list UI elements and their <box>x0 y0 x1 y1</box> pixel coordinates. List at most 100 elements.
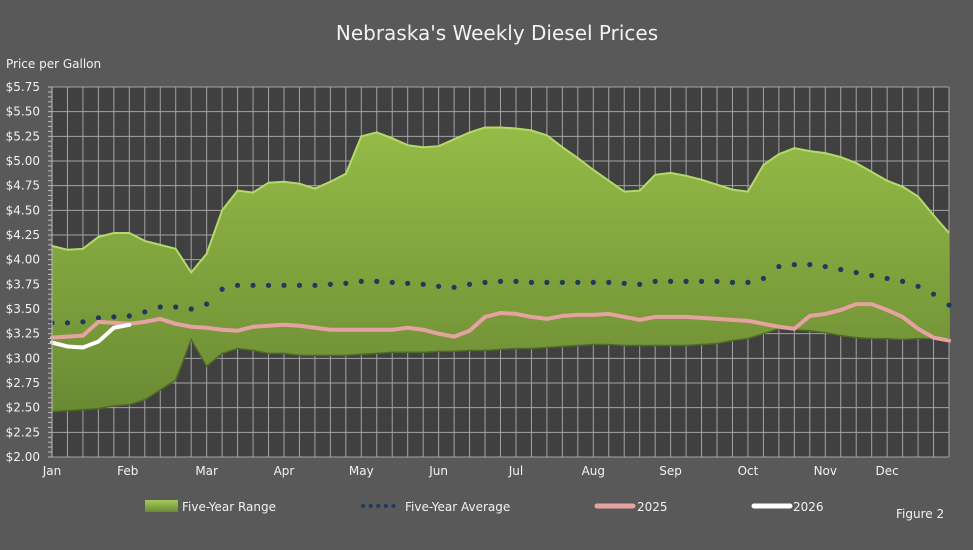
x-tick-label-dec: Dec <box>876 464 899 478</box>
five-year-average-point <box>853 269 859 276</box>
y-tick-label: $2.50 <box>6 401 40 415</box>
y-tick-label: $2.75 <box>6 376 40 390</box>
five-year-average-point <box>698 278 705 284</box>
five-year-average-point <box>683 278 689 284</box>
five-year-average-point <box>791 262 797 268</box>
five-year-average-point <box>142 309 148 315</box>
five-year-average-point <box>513 278 519 284</box>
five-year-average-point <box>946 302 952 308</box>
figure-label: Figure 2 <box>896 507 944 521</box>
legend-item-five-year-average: Five-Year Average <box>361 500 510 514</box>
five-year-average-point <box>281 282 287 288</box>
legend-item-2026: 2026 <box>751 500 824 514</box>
chart-title: Nebraska's Weekly Diesel Prices <box>336 21 658 45</box>
x-tick-label-jul: Jul <box>508 464 523 478</box>
x-tick-label-jun: Jun <box>428 464 448 478</box>
five-year-average-point <box>714 278 720 284</box>
y-tick-label: $5.50 <box>6 105 40 119</box>
x-tick-label-nov: Nov <box>814 464 837 478</box>
five-year-average-point <box>807 262 813 268</box>
five-year-average-point <box>126 313 132 319</box>
five-year-average-point <box>374 278 380 284</box>
y-tick-label: $5.00 <box>6 154 40 168</box>
five-year-average-point <box>838 266 844 273</box>
five-year-average-point <box>915 283 921 289</box>
five-year-range-high-edge <box>51 126 950 275</box>
x-tick-label-mar: Mar <box>195 464 218 478</box>
series-marks <box>49 126 952 413</box>
five-year-average-point <box>930 291 937 297</box>
five-year-average-point <box>111 314 117 320</box>
legend-swatch-range <box>145 500 178 512</box>
y-tick-label: $3.25 <box>6 327 40 341</box>
five-year-average-point <box>95 315 101 321</box>
x-tick-label-oct: Oct <box>738 464 759 478</box>
y-tick-label: $4.00 <box>6 253 40 267</box>
five-year-average-point <box>900 278 906 284</box>
five-year-average-point <box>606 279 612 285</box>
y-tick-label: $4.50 <box>6 203 40 217</box>
five-year-average-point <box>482 279 488 285</box>
five-year-average-point <box>420 281 426 287</box>
legend-label: 2026 <box>793 500 824 514</box>
y-tick-label: $4.75 <box>6 179 40 193</box>
five-year-average-point <box>80 319 86 325</box>
five-year-average-point <box>497 278 504 284</box>
five-year-average-point <box>451 284 457 290</box>
five-year-range-low-edge <box>51 327 949 413</box>
series-line-2026 <box>50 322 132 350</box>
five-year-average-point <box>544 279 550 285</box>
five-year-average-point <box>884 275 890 282</box>
five-year-average-point <box>466 281 473 287</box>
y-tick-label: $2.00 <box>6 450 40 464</box>
five-year-average-point <box>745 279 751 285</box>
five-year-average-point <box>621 280 627 286</box>
legend-item-five-year-range: Five-Year Range <box>145 500 276 514</box>
five-year-average-point <box>590 279 596 285</box>
five-year-average-point <box>652 278 658 284</box>
five-year-average-point <box>668 278 674 284</box>
five-year-average-point <box>436 283 442 289</box>
y-tick-label: $2.25 <box>6 425 40 439</box>
y-tick-label: $4.25 <box>6 228 40 242</box>
five-year-average-point <box>760 275 767 282</box>
five-year-average-point <box>405 280 411 286</box>
x-tick-label-jan: Jan <box>42 464 62 478</box>
five-year-average-point <box>575 279 581 285</box>
y-tick-label: $3.75 <box>6 277 40 291</box>
legend-label: 2025 <box>637 500 668 514</box>
five-year-average-point <box>776 263 782 270</box>
x-tick-label-apr: Apr <box>274 464 295 478</box>
five-year-average-point <box>188 306 194 312</box>
x-tick-label-aug: Aug <box>582 464 605 478</box>
five-year-average-point <box>637 281 643 287</box>
five-year-average-point <box>312 282 318 288</box>
five-year-average-point <box>64 320 71 326</box>
five-year-average-point <box>559 279 565 285</box>
legend: Five-Year Range Five-Year Average 2025 2… <box>145 500 824 514</box>
legend-label: Five-Year Range <box>182 500 276 514</box>
five-year-average-point <box>234 282 241 288</box>
five-year-average-point <box>219 286 225 292</box>
five-year-average-point <box>343 280 349 286</box>
five-year-range-area <box>52 127 949 412</box>
five-year-average-point <box>296 282 303 288</box>
five-year-average-point <box>729 279 736 285</box>
five-year-average-point <box>822 263 828 270</box>
five-year-average-point <box>265 282 272 288</box>
legend-label: Five-Year Average <box>405 500 510 514</box>
y-tick-label: $5.25 <box>6 129 40 143</box>
five-year-average-point <box>250 282 256 288</box>
legend-item-2025: 2025 <box>594 500 668 514</box>
five-year-average-point <box>204 301 210 307</box>
five-year-average-point <box>528 279 535 285</box>
five-year-average-point <box>389 279 395 285</box>
five-year-average-point <box>869 272 875 279</box>
five-year-average-point <box>358 278 364 284</box>
y-tick-label: $5.75 <box>6 80 40 94</box>
y-axis-label: Price per Gallon <box>6 57 101 71</box>
x-tick-label-may: May <box>349 464 374 478</box>
five-year-average-point <box>173 304 179 310</box>
x-tick-label-sep: Sep <box>659 464 682 478</box>
